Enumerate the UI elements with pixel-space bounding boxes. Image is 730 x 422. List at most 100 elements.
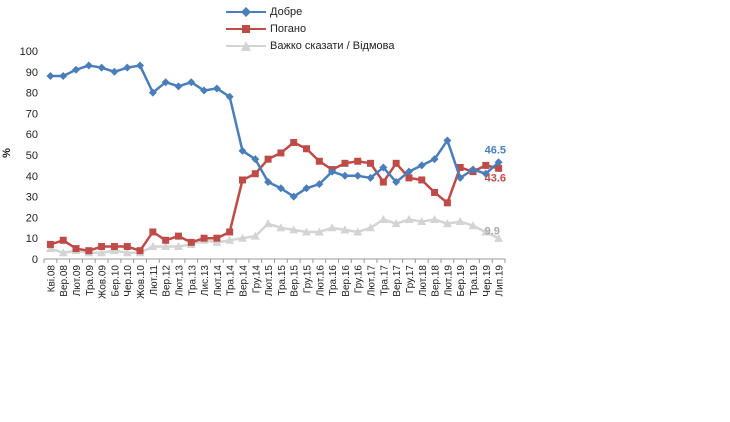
y-tick-label: 70 xyxy=(26,108,38,120)
y-tick-label: 10 xyxy=(26,233,38,245)
data-point-bad xyxy=(277,149,285,157)
data-point-good xyxy=(481,169,490,178)
data-point-good xyxy=(379,163,388,172)
x-tick-label: Бер.19 xyxy=(456,265,467,297)
data-point-hard-to-say xyxy=(302,227,312,236)
data-point-hard-to-say xyxy=(212,237,222,246)
data-point-bad xyxy=(443,199,451,207)
data-point-good xyxy=(417,161,426,170)
data-point-bad xyxy=(367,159,375,167)
data-point-bad xyxy=(495,164,503,172)
y-axis-title: % xyxy=(0,148,13,158)
x-tick-label: Чер.10 xyxy=(123,265,134,297)
data-point-good xyxy=(238,146,247,155)
data-point-good xyxy=(136,61,145,70)
data-point-bad xyxy=(251,170,259,178)
data-point-hard-to-say xyxy=(148,242,158,251)
x-tick-label: Лют.16 xyxy=(315,265,326,297)
y-tick-label: 100 xyxy=(20,46,38,58)
data-point-bad xyxy=(392,159,400,167)
data-point-good xyxy=(212,84,221,93)
data-point-good xyxy=(315,180,324,189)
data-point-hard-to-say xyxy=(455,217,465,226)
x-tick-label: Жов.09 xyxy=(98,265,109,299)
data-point-bad xyxy=(46,240,54,248)
x-tick-label: Тра.14 xyxy=(226,265,237,296)
y-tick-label: 0 xyxy=(32,254,38,266)
data-point-bad xyxy=(431,188,439,196)
x-tick-label: Гру.14 xyxy=(251,265,262,294)
x-tick-label: Лют.09 xyxy=(72,265,83,297)
data-point-bad xyxy=(341,159,349,167)
data-point-good xyxy=(276,184,285,193)
x-tick-label: Гру.15 xyxy=(303,265,314,294)
x-tick-label: Вер.12 xyxy=(162,265,173,297)
data-point-hard-to-say xyxy=(404,214,414,223)
data-point-hard-to-say xyxy=(391,219,401,228)
data-point-good xyxy=(84,61,93,70)
data-point-good xyxy=(161,78,170,87)
x-tick-label: Тра.09 xyxy=(85,265,96,296)
end-value-label: 46.5 xyxy=(485,144,506,156)
data-point-bad xyxy=(187,238,195,246)
data-point-hard-to-say xyxy=(353,227,363,236)
data-point-good xyxy=(443,136,452,145)
y-tick-label: 20 xyxy=(26,212,38,224)
data-point-hard-to-say xyxy=(289,225,299,234)
y-tick-label: 90 xyxy=(26,67,38,79)
x-tick-label: Вер.16 xyxy=(341,265,352,297)
data-point-good xyxy=(456,173,465,182)
data-point-good xyxy=(494,158,503,167)
data-point-good xyxy=(302,184,311,193)
x-tick-label: Кві.08 xyxy=(46,265,57,293)
data-point-good xyxy=(430,155,439,164)
x-tick-label: Вер.14 xyxy=(238,265,249,297)
x-tick-label: Лют.14 xyxy=(213,265,224,297)
data-point-good xyxy=(340,171,349,180)
x-tick-label: Лис.13 xyxy=(200,265,211,296)
data-point-bad xyxy=(315,157,323,165)
data-point-good xyxy=(468,165,477,174)
y-tick-label: 60 xyxy=(26,129,38,141)
data-point-bad xyxy=(162,236,170,244)
data-point-hard-to-say xyxy=(122,248,132,257)
x-tick-label: Тра.13 xyxy=(187,265,198,296)
x-tick-label: Вер.08 xyxy=(59,265,70,297)
data-point-bad xyxy=(200,234,208,242)
end-value-label: 9.9 xyxy=(485,225,500,237)
data-point-hard-to-say xyxy=(276,223,286,232)
data-point-good xyxy=(366,173,375,182)
x-tick-label: Вер.17 xyxy=(392,265,403,297)
data-point-good xyxy=(187,78,196,87)
data-point-hard-to-say xyxy=(45,244,55,253)
legend-item-good: Добре xyxy=(226,4,394,21)
data-point-hard-to-say xyxy=(494,233,504,242)
data-point-good xyxy=(59,71,68,80)
data-point-hard-to-say xyxy=(97,248,107,257)
y-tick-label: 40 xyxy=(26,171,38,183)
data-point-bad xyxy=(405,174,413,182)
data-point-good xyxy=(46,71,55,80)
data-point-bad xyxy=(303,145,311,153)
data-point-hard-to-say xyxy=(225,235,235,244)
data-point-good xyxy=(148,88,157,97)
data-point-hard-to-say xyxy=(417,217,427,226)
data-point-hard-to-say xyxy=(430,214,440,223)
data-point-good xyxy=(353,171,362,180)
x-tick-label: Лют.18 xyxy=(418,265,429,297)
data-point-hard-to-say xyxy=(263,219,273,228)
x-tick-label: Чер.19 xyxy=(482,265,493,297)
data-point-good xyxy=(97,63,106,72)
data-point-hard-to-say xyxy=(340,225,350,234)
data-point-bad xyxy=(456,163,464,171)
y-tick-label: 80 xyxy=(26,88,38,100)
legend-label-good: Добре xyxy=(270,6,303,18)
data-point-bad xyxy=(174,232,182,240)
data-point-hard-to-say xyxy=(442,219,452,228)
legend-marker-hard-to-say xyxy=(226,41,266,51)
data-point-bad xyxy=(72,245,80,253)
data-point-good xyxy=(200,86,209,95)
data-point-good xyxy=(123,63,132,72)
data-point-bad xyxy=(482,161,490,169)
